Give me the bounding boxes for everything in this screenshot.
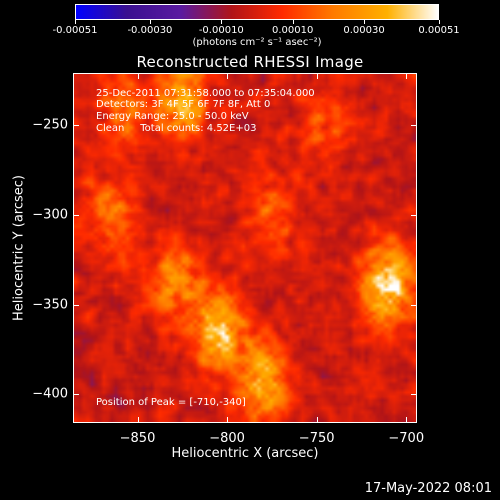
x-tick-mark xyxy=(406,417,408,423)
colorbar-tick-label: 0.00030 xyxy=(343,25,385,36)
colorbar-tick-label: -0.00030 xyxy=(127,25,173,36)
colorbar-tick-mark xyxy=(292,20,294,24)
annotation-clean-counts: Clean Total counts: 4.52E+03 xyxy=(96,123,257,134)
colorbar-tick-mark xyxy=(221,20,223,24)
x-tick-mark xyxy=(227,417,229,423)
y-tick-mark xyxy=(73,125,79,127)
y-tick-label: −400 xyxy=(32,386,68,402)
annotation-time-range: 25-Dec-2011 07:31:58.000 to 07:35:04.000 xyxy=(96,88,315,99)
colorbar xyxy=(75,4,439,20)
footer-timestamp: 17-May-2022 08:01 xyxy=(364,481,492,496)
y-tick-label: −250 xyxy=(32,117,68,133)
annotation-peak-position: Position of Peak = [-710,-340] xyxy=(96,397,246,408)
colorbar-tick-mark xyxy=(439,20,440,24)
x-tick-label: −800 xyxy=(209,431,245,446)
x-tick-label: −700 xyxy=(388,431,425,446)
y-tick-mark xyxy=(73,214,79,216)
x-tick-mark xyxy=(316,73,318,79)
annotation-detectors: Detectors: 3F 4F 5F 6F 7F 8F, Att 0 xyxy=(96,99,271,110)
colorbar-tick-mark xyxy=(75,20,76,24)
colorbar-tick-label: 0.00010 xyxy=(271,25,314,36)
annotation-energy: Energy Range: 25.0 - 50.0 keV xyxy=(96,111,249,122)
y-tick-mark xyxy=(411,304,417,306)
x-tick-mark xyxy=(137,73,139,79)
y-tick-mark xyxy=(411,394,417,396)
x-tick-mark xyxy=(137,417,139,423)
y-axis-label: Heliocentric Y (arcsec) xyxy=(11,175,27,321)
plot-area xyxy=(73,73,417,423)
x-tick-mark xyxy=(316,417,318,423)
colorbar-tick-mark xyxy=(149,20,151,24)
colorbar-tick-mark xyxy=(364,20,366,24)
colorbar-tick-label: -0.00010 xyxy=(198,25,244,36)
colorbar-tick-label: -0.00051 xyxy=(52,25,98,36)
colorbar-unit-label: (photons cm⁻² s⁻¹ asec⁻²) xyxy=(192,37,322,48)
y-tick-mark xyxy=(411,214,417,216)
x-tick-label: −750 xyxy=(298,431,335,446)
colorbar-tick-label: 0.00051 xyxy=(418,25,460,36)
chart-title: Reconstructed RHESSI Image xyxy=(136,53,364,71)
x-axis-label: Heliocentric X (arcsec) xyxy=(171,446,319,461)
x-tick-mark xyxy=(227,73,229,79)
y-tick-mark xyxy=(73,304,79,306)
y-tick-mark xyxy=(73,394,79,396)
x-tick-label: −850 xyxy=(119,431,156,446)
y-tick-mark xyxy=(411,125,417,127)
y-tick-label: −300 xyxy=(32,207,68,223)
y-tick-label: −350 xyxy=(32,297,68,313)
x-tick-mark xyxy=(406,73,408,79)
heatmap-image xyxy=(74,74,416,422)
